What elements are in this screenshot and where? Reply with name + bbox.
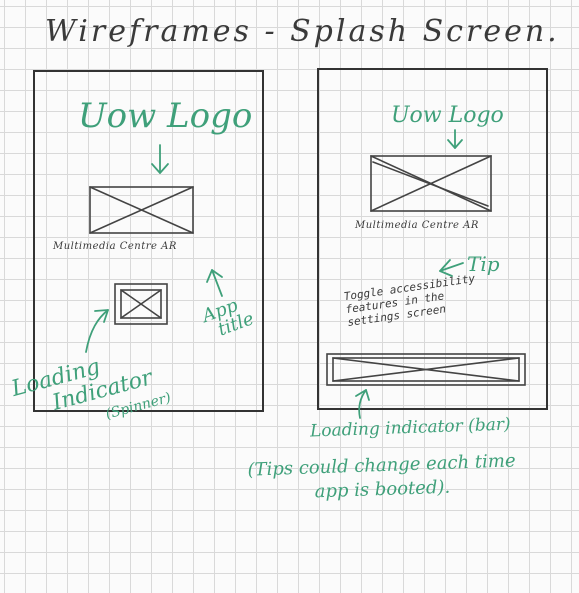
right-loading-bar-arrow bbox=[355, 389, 370, 419]
left-spinner-placeholder bbox=[114, 283, 168, 325]
right-loading-bar-placeholder bbox=[326, 353, 526, 386]
left-spinner-arrow bbox=[85, 309, 109, 353]
left-app-title-arrow bbox=[206, 269, 223, 297]
right-tip-note: Tip bbox=[467, 252, 500, 276]
left-logo-placeholder bbox=[89, 186, 194, 234]
left-logo-note: Uow Logo bbox=[78, 96, 253, 136]
right-tip-arrow bbox=[439, 259, 464, 277]
right-logo-placeholder bbox=[370, 155, 492, 212]
right-app-title-text: Multimedia Centre AR bbox=[355, 220, 479, 231]
left-phone-frame bbox=[33, 70, 264, 412]
right-logo-arrow bbox=[447, 129, 463, 149]
page-title: Wireframes - Splash Screen. bbox=[45, 14, 560, 49]
left-app-title-text: Multimedia Centre AR bbox=[53, 241, 177, 252]
left-logo-arrow bbox=[151, 144, 169, 174]
right-phone-frame bbox=[317, 68, 548, 410]
right-logo-note: Uow Logo bbox=[391, 103, 504, 128]
